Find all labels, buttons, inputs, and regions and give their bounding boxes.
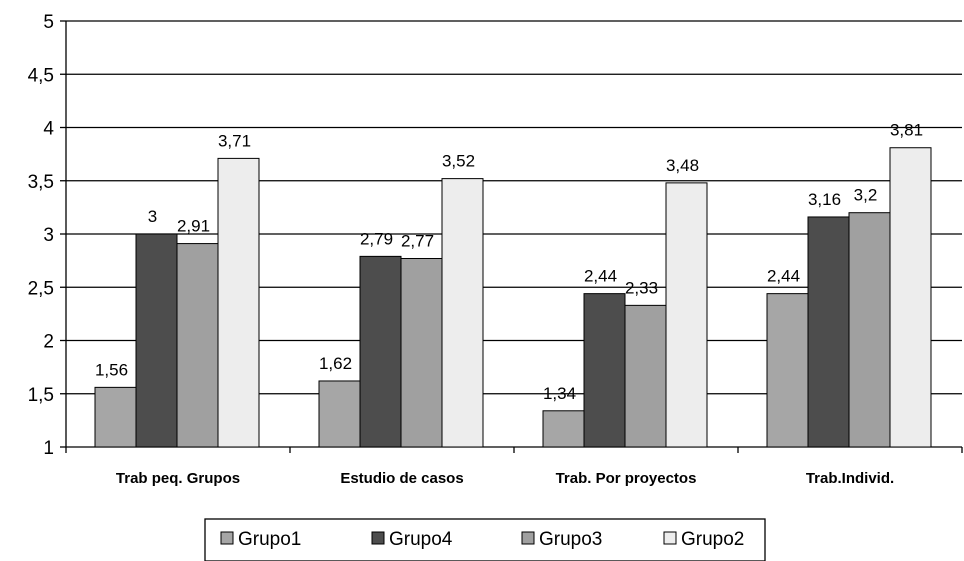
bar — [176, 243, 219, 448]
y-tick-label: 1,5 — [28, 385, 54, 406]
data-label: 3 — [148, 207, 157, 226]
data-label: 2,33 — [625, 278, 658, 297]
category-label: Trab. Por proyectos — [556, 470, 697, 487]
data-label: 3,52 — [442, 152, 475, 171]
bar — [807, 216, 850, 448]
category-label: Estudio de casos — [340, 470, 463, 487]
y-tick-label: 3,5 — [28, 172, 54, 193]
legend-swatch — [521, 531, 535, 545]
bar — [889, 147, 932, 448]
category-label: Trab.Individ. — [806, 470, 894, 487]
bar — [318, 380, 361, 448]
data-label: 3,16 — [808, 190, 841, 209]
y-tick-label: 2,5 — [28, 278, 54, 299]
data-label: 2,44 — [767, 267, 800, 286]
data-label: 3,71 — [218, 131, 251, 150]
y-tick-label: 3 — [43, 225, 54, 246]
bar — [217, 157, 260, 448]
bar — [665, 182, 708, 448]
data-label: 3,48 — [666, 156, 699, 175]
legend-label: Grupo1 — [238, 529, 301, 550]
bar — [542, 410, 585, 448]
data-label: 2,77 — [401, 231, 434, 250]
bar — [766, 293, 809, 448]
data-label: 1,62 — [319, 354, 352, 373]
bar — [624, 304, 667, 448]
data-label: 1,56 — [95, 360, 128, 379]
bar — [583, 293, 626, 448]
data-label: 2,44 — [584, 267, 617, 286]
bar — [848, 212, 891, 448]
legend-swatch — [371, 531, 385, 545]
y-tick-label: 1 — [43, 438, 54, 459]
data-label: 2,91 — [177, 217, 210, 236]
data-label: 2,79 — [360, 229, 393, 248]
legend-label: Grupo2 — [681, 529, 744, 550]
legend-label: Grupo3 — [539, 529, 602, 550]
y-tick-label: 4 — [43, 119, 54, 140]
bar — [94, 386, 137, 448]
category-label: Trab peq. Grupos — [116, 470, 240, 487]
legend-swatch — [663, 531, 677, 545]
y-tick-label: 5 — [43, 12, 54, 33]
data-label: 3,81 — [890, 121, 923, 140]
bar — [135, 233, 178, 448]
bar — [400, 257, 443, 448]
data-label: 1,34 — [543, 384, 576, 403]
legend-label: Grupo4 — [389, 529, 453, 550]
y-tick-label: 2 — [43, 332, 54, 353]
bar — [441, 178, 484, 448]
legend-swatch — [220, 531, 234, 545]
data-label: 3,2 — [854, 186, 878, 205]
bar — [359, 255, 402, 448]
y-tick-label: 4,5 — [28, 65, 54, 86]
